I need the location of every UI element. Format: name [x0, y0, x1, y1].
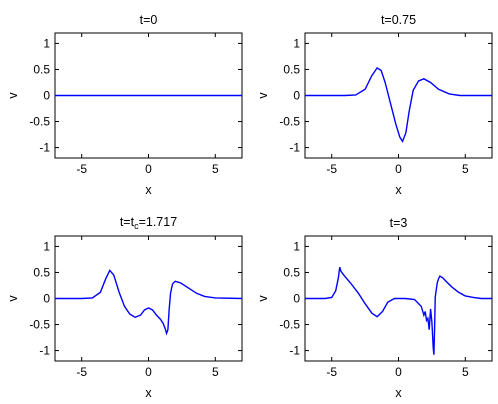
y-tick-label: -1 — [39, 141, 50, 155]
y-tick-label: -1 — [289, 344, 300, 358]
y-axis-label: v — [6, 92, 20, 99]
y-tick-label: -1 — [39, 344, 50, 358]
panel-title: t=tc=1.717 — [120, 215, 177, 231]
y-tick-label: 0.5 — [283, 62, 300, 76]
y-tick-label: 0 — [293, 292, 300, 306]
y-tick-label: 0.5 — [33, 265, 50, 279]
panel-t3: t=3 -5 0 5 -1 -0.5 0 0.5 1 x v — [256, 216, 493, 400]
y-tick-label: 0 — [43, 292, 50, 306]
panel-title: t=3 — [390, 216, 408, 230]
x-tick-label: 0 — [395, 365, 402, 379]
x-tick-label: 5 — [462, 365, 469, 379]
line-series — [55, 269, 243, 336]
y-tick-label: 0 — [293, 89, 300, 103]
y-tick-label: -0.5 — [29, 318, 50, 332]
axis-ticks: -5 0 5 -1 -0.5 0 0.5 1 — [29, 236, 242, 379]
y-tick-label: 1 — [43, 36, 50, 50]
x-tick-label: 5 — [212, 162, 219, 176]
panel-title: t=0 — [140, 13, 158, 27]
panel-t075: t=0.75 -5 0 5 -1 -0.5 0 0.5 1 x v — [256, 13, 493, 197]
title-tail: =1.717 — [139, 215, 178, 229]
axis-ticks: -5 0 5 -1 -0.5 0 0.5 1 — [279, 236, 492, 379]
y-tick-label: 1 — [293, 36, 300, 50]
x-axis-label: x — [145, 386, 152, 400]
line-series — [305, 66, 492, 143]
y-axis-label: v — [256, 92, 270, 99]
y-tick-label: -0.5 — [279, 318, 300, 332]
x-tick-label: 5 — [212, 365, 219, 379]
y-tick-label: -0.5 — [279, 115, 300, 129]
x-tick-label: 5 — [462, 162, 469, 176]
axis-ticks: -5 0 5 -1 -0.5 0 0.5 1 — [279, 33, 492, 176]
y-tick-label: 0 — [43, 89, 50, 103]
y-tick-label: -0.5 — [29, 115, 50, 129]
panel-title: t=0.75 — [381, 13, 416, 27]
y-tick-label: 1 — [293, 239, 300, 253]
x-tick-label: 0 — [145, 365, 152, 379]
x-tick-label: -5 — [76, 162, 87, 176]
x-tick-label: -5 — [326, 162, 337, 176]
y-axis-label: v — [256, 295, 270, 302]
x-axis-label: x — [395, 183, 402, 197]
axis-ticks: -5 0 5 -1 -0.5 0 0.5 1 — [29, 33, 242, 176]
panel-tc: t=tc=1.717 -5 0 5 -1 -0.5 0 0.5 1 x v — [6, 215, 243, 400]
x-tick-label: -5 — [76, 365, 87, 379]
y-tick-label: 1 — [43, 239, 50, 253]
line-series — [305, 267, 492, 355]
x-tick-label: -5 — [326, 365, 337, 379]
title-main: t=t — [120, 215, 135, 229]
title-subscript: c — [134, 221, 139, 231]
panel-t0: t=0 -5 0 5 -1 -0.5 0 0.5 1 x v — [6, 13, 243, 197]
x-tick-label: 0 — [395, 162, 402, 176]
y-axis-label: v — [6, 295, 20, 302]
y-tick-label: 0.5 — [283, 265, 300, 279]
x-tick-label: 0 — [145, 162, 152, 176]
y-tick-label: -1 — [289, 141, 300, 155]
y-tick-label: 0.5 — [33, 62, 50, 76]
x-axis-label: x — [395, 386, 402, 400]
x-axis-label: x — [145, 183, 152, 197]
